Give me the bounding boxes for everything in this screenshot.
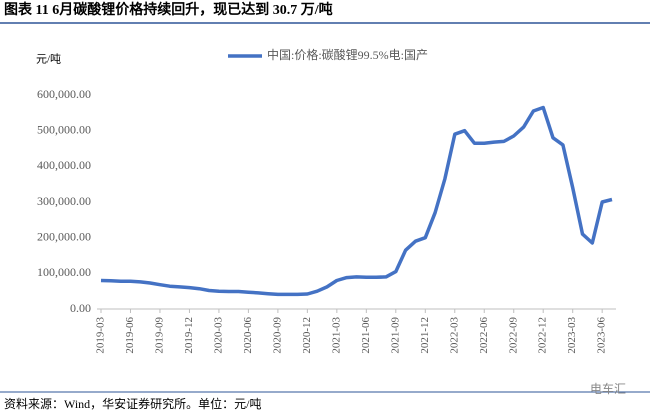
watermark: 电车汇 xyxy=(590,381,626,396)
y-unit: 元/吨 xyxy=(36,53,61,66)
series-line xyxy=(100,105,613,297)
x-tick-label: 2022-06 xyxy=(478,317,490,354)
x-tick-label: 2019-12 xyxy=(183,317,195,354)
source: 资料来源：Wind，华安证券研究所。单位：元/吨 xyxy=(4,396,262,411)
x-tick-label: 2020-06 xyxy=(242,317,254,354)
x-tick-label: 2022-03 xyxy=(448,317,460,354)
x-tick-label: 2021-06 xyxy=(360,317,372,354)
y-tick-label: 600,000.00 xyxy=(37,87,91,101)
x-tick-label: 2021-12 xyxy=(419,317,431,354)
y-tick-label: 500,000.00 xyxy=(37,122,91,136)
y-tick-label: 300,000.00 xyxy=(37,194,91,208)
x-tick-label: 2023-06 xyxy=(596,317,608,354)
x-tick-label: 2022-12 xyxy=(537,317,549,354)
x-tick-label: 2023-03 xyxy=(566,317,578,354)
chart-title: 图表 11 6月碳酸锂价格持续回升，现已达到 30.7 万/吨 xyxy=(4,1,333,18)
x-tick-label: 2022-09 xyxy=(507,317,519,354)
legend-label: 中国:价格:碳酸锂99.5%电:国产 xyxy=(267,47,428,62)
x-tick-label: 2019-03 xyxy=(95,317,107,354)
x-tick-label: 2021-03 xyxy=(330,317,342,354)
y-tick-label: 400,000.00 xyxy=(37,158,91,172)
x-tick-label: 2020-09 xyxy=(271,317,283,354)
y-tick-label: 200,000.00 xyxy=(37,229,91,243)
x-tick-label: 2020-03 xyxy=(212,317,224,354)
x-tick-label: 2020-12 xyxy=(301,317,313,354)
x-tick-label: 2021-09 xyxy=(389,317,401,354)
x-tick-label: 2019-09 xyxy=(153,317,165,354)
x-tick-label: 2019-06 xyxy=(124,317,136,354)
y-tick-label: 100,000.00 xyxy=(37,265,91,279)
y-tick-label: 0.00 xyxy=(70,301,91,315)
